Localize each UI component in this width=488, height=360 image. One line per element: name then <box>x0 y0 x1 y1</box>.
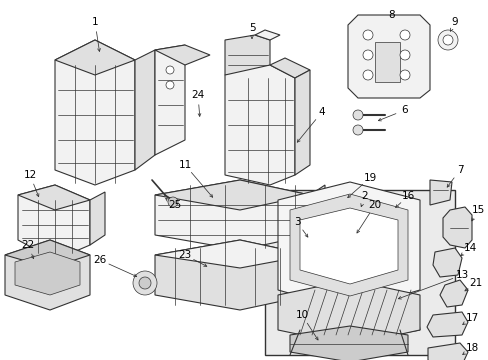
Text: 7: 7 <box>456 165 462 175</box>
Circle shape <box>399 30 409 40</box>
Circle shape <box>168 197 178 207</box>
Polygon shape <box>155 180 309 210</box>
Polygon shape <box>442 207 471 248</box>
Text: 15: 15 <box>470 205 484 215</box>
Text: 1: 1 <box>92 17 98 27</box>
Text: 19: 19 <box>363 173 376 183</box>
Polygon shape <box>432 248 461 277</box>
Polygon shape <box>278 280 419 345</box>
Polygon shape <box>5 240 90 268</box>
Text: 3: 3 <box>293 217 300 227</box>
Polygon shape <box>278 182 419 310</box>
Text: 20: 20 <box>367 200 381 210</box>
Polygon shape <box>309 185 325 235</box>
Text: 13: 13 <box>454 270 468 280</box>
Polygon shape <box>426 312 467 337</box>
Polygon shape <box>334 224 361 248</box>
Text: 16: 16 <box>401 191 414 201</box>
Polygon shape <box>155 240 309 268</box>
Polygon shape <box>5 240 90 310</box>
Text: 10: 10 <box>295 310 308 320</box>
Polygon shape <box>299 208 397 284</box>
Circle shape <box>437 30 457 50</box>
Polygon shape <box>439 280 467 307</box>
Polygon shape <box>224 65 294 185</box>
Polygon shape <box>18 185 90 210</box>
Polygon shape <box>289 326 407 360</box>
Text: 25: 25 <box>168 200 181 210</box>
Polygon shape <box>429 180 451 205</box>
Polygon shape <box>347 15 429 98</box>
Polygon shape <box>374 42 399 82</box>
Text: 5: 5 <box>248 23 255 33</box>
Text: 17: 17 <box>465 313 478 323</box>
Circle shape <box>442 35 452 45</box>
Text: 23: 23 <box>178 250 191 260</box>
Polygon shape <box>90 192 105 245</box>
Text: 24: 24 <box>191 90 204 100</box>
Circle shape <box>165 81 174 89</box>
Circle shape <box>139 277 151 289</box>
Text: 12: 12 <box>23 170 37 180</box>
Circle shape <box>352 110 362 120</box>
Text: 18: 18 <box>465 343 478 353</box>
Circle shape <box>352 125 362 135</box>
Polygon shape <box>155 45 209 65</box>
Polygon shape <box>18 185 90 260</box>
Polygon shape <box>254 30 280 40</box>
Polygon shape <box>55 40 135 75</box>
Text: 26: 26 <box>93 255 106 265</box>
Text: 2: 2 <box>361 191 367 201</box>
Circle shape <box>399 70 409 80</box>
Polygon shape <box>155 180 309 250</box>
Polygon shape <box>309 280 419 340</box>
Polygon shape <box>369 198 394 222</box>
Text: 14: 14 <box>463 243 476 253</box>
Polygon shape <box>294 70 309 175</box>
Polygon shape <box>55 40 135 185</box>
Polygon shape <box>427 343 467 360</box>
Polygon shape <box>155 240 309 310</box>
Circle shape <box>399 50 409 60</box>
Polygon shape <box>329 192 354 215</box>
Circle shape <box>362 50 372 60</box>
Text: 8: 8 <box>388 10 394 20</box>
Polygon shape <box>224 35 269 80</box>
Text: 9: 9 <box>451 17 457 27</box>
Circle shape <box>133 271 157 295</box>
Circle shape <box>165 66 174 74</box>
Text: 21: 21 <box>468 278 482 288</box>
Text: 22: 22 <box>21 240 35 250</box>
Circle shape <box>362 70 372 80</box>
Bar <box>264 190 454 355</box>
Polygon shape <box>135 50 155 170</box>
Polygon shape <box>15 252 80 295</box>
Text: 4: 4 <box>318 107 325 117</box>
Circle shape <box>362 30 372 40</box>
Text: 11: 11 <box>178 160 191 170</box>
Polygon shape <box>269 58 309 78</box>
Text: 6: 6 <box>401 105 407 115</box>
Polygon shape <box>289 194 407 296</box>
Polygon shape <box>155 45 184 155</box>
